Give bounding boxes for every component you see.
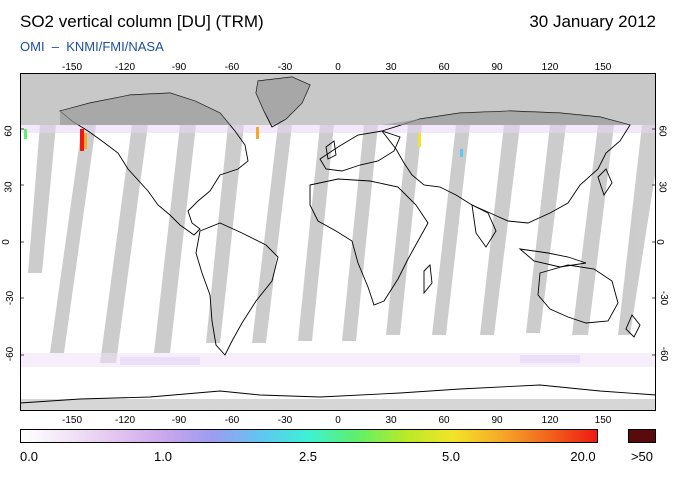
polar-land: [60, 77, 630, 125]
orbit-gaps: [28, 125, 656, 363]
lat-tick-left: -30: [5, 290, 17, 306]
lon-tick-bottom: 0: [335, 415, 341, 426]
so2-hotspots: [24, 127, 463, 157]
antarctica-coast: [20, 384, 656, 404]
lon-tick-bottom: -90: [171, 415, 187, 426]
lon-tick-top: -120: [114, 62, 136, 73]
lon-tick-bottom: 90: [491, 415, 503, 426]
lon-tick-bottom: 150: [594, 415, 612, 426]
lon-tick-top: 90: [491, 62, 503, 73]
australia-coast: [537, 264, 619, 324]
lat-tick-left: 60: [3, 125, 15, 137]
indonesia-coast: [518, 248, 587, 268]
lat-tick-right: -60: [658, 346, 670, 362]
map-canvas: [20, 73, 656, 411]
lon-tick-top: -60: [224, 62, 240, 73]
lon-tick-top: 150: [594, 62, 612, 73]
data-source-subtitle: OMI – KNMI/FMI/NASA: [20, 39, 164, 54]
colorbar-label: 0.0: [19, 449, 39, 464]
uk-coast: [325, 140, 337, 160]
lat-tick-left: 0: [0, 239, 12, 245]
south-america-coast: [195, 222, 279, 356]
colorbar-gradient: [20, 429, 598, 443]
lon-tick-bottom: 30: [385, 415, 397, 426]
lat-tick-left: -60: [5, 346, 17, 362]
lon-tick-top: 30: [385, 62, 397, 73]
europe-coast: [319, 130, 401, 172]
lon-tick-top: 0: [335, 62, 341, 73]
lon-tick-top: 120: [541, 62, 559, 73]
colorbar-label: 5.0: [441, 449, 461, 464]
asia-coast: [381, 110, 631, 224]
lon-tick-bottom: 60: [438, 415, 450, 426]
map-title: SO2 vertical column [DU] (TRM): [20, 12, 264, 31]
lon-tick-bottom: -150: [61, 415, 83, 426]
colorbar-label: 2.5: [298, 449, 318, 464]
lon-tick-bottom: -30: [277, 415, 293, 426]
so2-map: [20, 73, 656, 411]
japan-coast: [597, 168, 613, 197]
new-zealand-coast: [625, 314, 641, 338]
map-frame: [20, 73, 656, 411]
colorbar-label: 20.0: [570, 449, 596, 464]
colorbar-over-range-box: [628, 429, 656, 443]
lon-tick-top: -90: [171, 62, 187, 73]
lon-tick-top: 60: [438, 62, 450, 73]
india-coast: [471, 204, 497, 248]
lon-tick-top: -150: [61, 62, 83, 73]
map-date: 30 January 2012: [529, 12, 656, 31]
lat-tick-right: -30: [658, 290, 670, 306]
madagascar-coast: [423, 264, 433, 295]
lat-tick-right: 30: [656, 181, 668, 193]
south-no-data-region: [20, 399, 656, 411]
colorbar-label: >50: [630, 449, 654, 464]
colorbar-label: 1.0: [153, 449, 173, 464]
lon-tick-bottom: -120: [114, 415, 136, 426]
lon-tick-bottom: -60: [224, 415, 240, 426]
lat-tick-left: 30: [3, 181, 15, 193]
lat-tick-right: 60: [656, 125, 668, 137]
so2-low-values: [20, 125, 656, 367]
africa-coast: [309, 178, 429, 306]
lon-tick-bottom: 120: [541, 415, 559, 426]
lon-tick-top: -30: [277, 62, 293, 73]
